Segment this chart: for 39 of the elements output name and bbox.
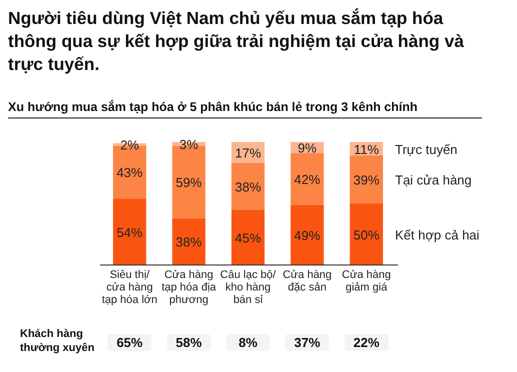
text: 58% (176, 335, 202, 350)
text: Khách hàng thường xuyên (20, 328, 95, 354)
bar (113, 198, 146, 265)
data-label: 54% (116, 224, 144, 240)
data-label: 42% (294, 172, 321, 187)
text: 22% (353, 335, 380, 350)
series-label: Kết hợp cả hai (395, 227, 480, 242)
text: 65% (116, 335, 144, 350)
x-tick-label: Câu lạc bộ/ kho hàng bán sỉ (220, 269, 277, 306)
data-label: 59% (176, 174, 202, 190)
data-label: 17% (234, 145, 262, 160)
chart-subtitle: Xu hướng mua sắm tạp hóa ở 5 phân khúc bán lẻ trong 3 kênh chính (8, 99, 418, 114)
bar (350, 156, 383, 204)
data-label: 2% (120, 137, 140, 152)
data-label: 3% (179, 136, 199, 152)
series-label: Trực tuyến (395, 142, 458, 157)
x-tick-label: Siêu thị/ cửa hàng tạp hóa lớn (102, 269, 158, 306)
chart-title: Người tiêu dùng Việt Nam chủ yếu mua sắm tạp hóa thông qua sự kết hợp giữa trải nghiệm tại cửa hàng và trực tuyến. (8, 8, 464, 74)
data-label: 49% (294, 228, 321, 243)
data-label: 43% (116, 165, 144, 180)
x-tick-label: Cửa hàng giảm giá (342, 269, 391, 294)
series-label: Tại cửa hàng (395, 172, 472, 188)
x-tick-label: Cửa hàng tạp hóa địa phương (162, 269, 217, 306)
data-label: 45% (234, 230, 262, 246)
data-label: 39% (353, 172, 380, 188)
bar (290, 204, 324, 265)
x-tick-label: Cửa hàng đặc sản (282, 269, 332, 294)
bar (172, 218, 206, 265)
text: 8% (238, 335, 258, 350)
data-label: 38% (234, 179, 262, 194)
data-label: 9% (298, 140, 318, 156)
bar (290, 153, 324, 205)
data-label: 11% (354, 142, 380, 157)
text: 37% (294, 335, 321, 350)
data-label: 50% (353, 227, 380, 242)
bar (231, 210, 265, 265)
data-label: 38% (176, 234, 202, 250)
bar (350, 204, 383, 265)
bar (231, 162, 265, 210)
